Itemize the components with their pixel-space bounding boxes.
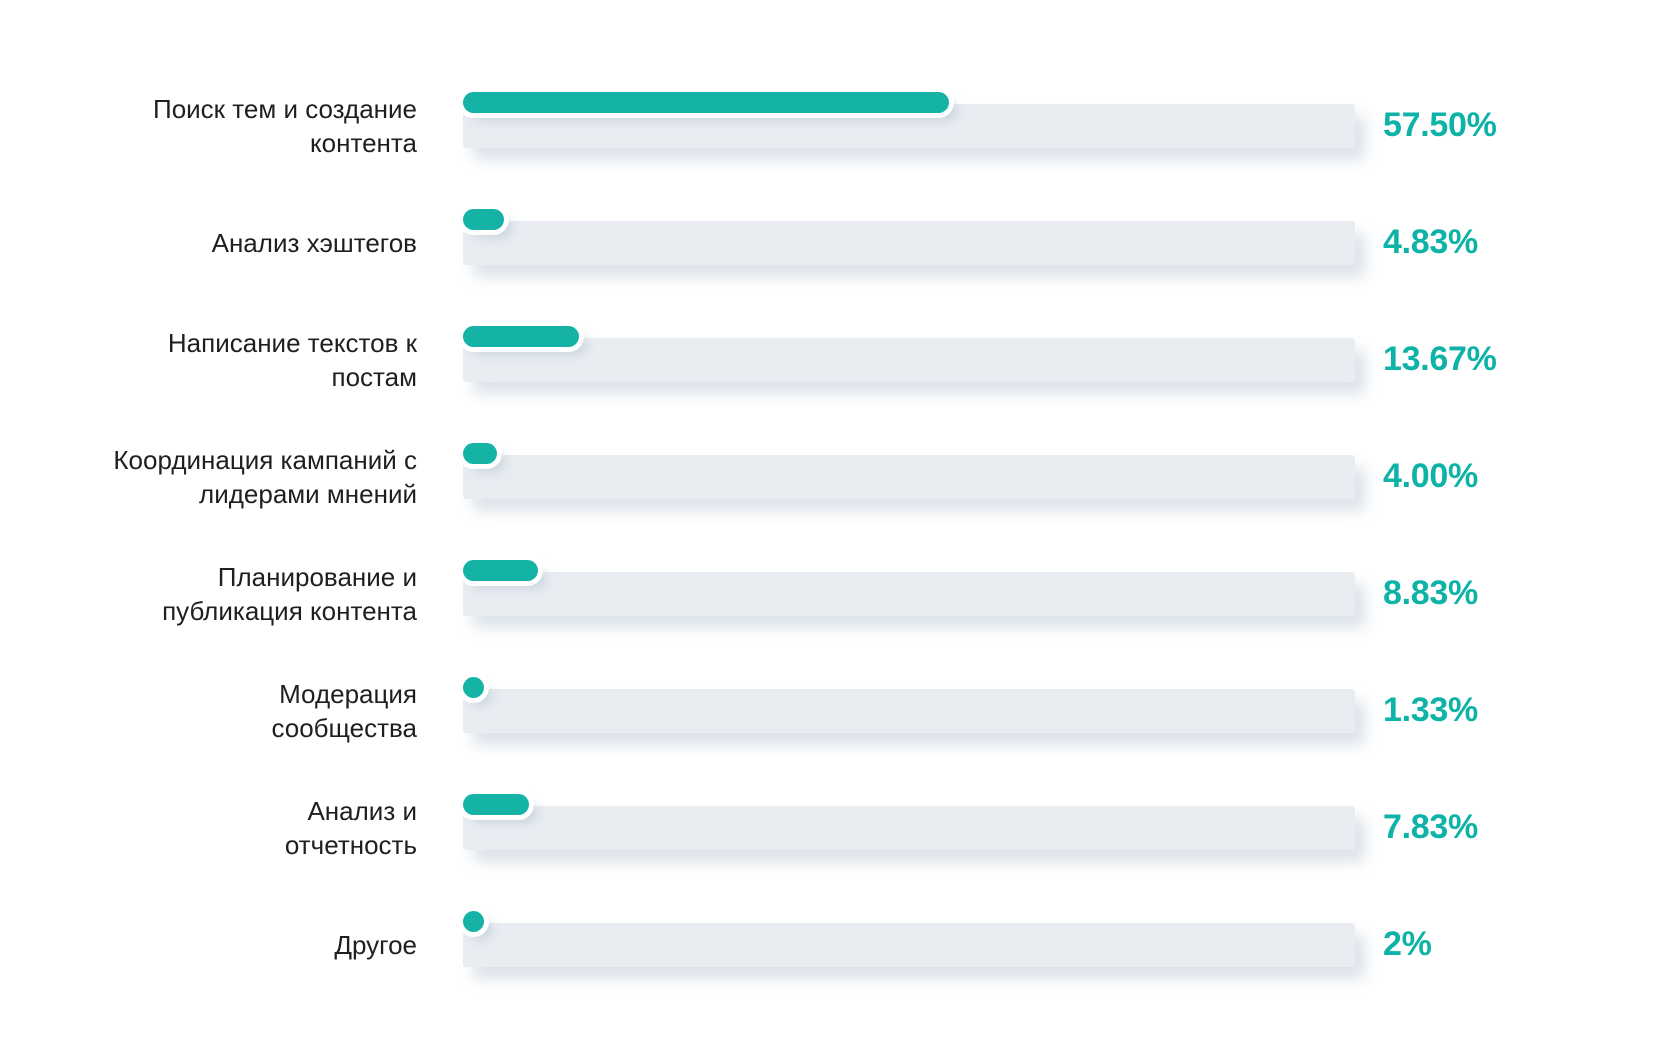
bar-fill (463, 676, 484, 698)
value-label: 4.00% (1383, 457, 1478, 495)
bar-track (463, 325, 1355, 382)
chart-row: Написание текстов к постам 13.67% (0, 301, 1680, 418)
category-label: Координация кампаний с лидерами мнений (113, 444, 417, 509)
horizontal-bar-chart: Поиск тем и создание контента 57.50% Ана… (0, 67, 1680, 1003)
bar-track (463, 910, 1355, 967)
chart-row: Планирование и публикация контента 8.83% (0, 535, 1680, 652)
chart-row: Анализ и отчетность 7.83% (0, 769, 1680, 886)
chart-row: Поиск тем и создание контента 57.50% (0, 67, 1680, 184)
value-label: 7.83% (1383, 808, 1478, 846)
bar-fill (463, 793, 529, 815)
value-label: 57.50% (1383, 106, 1497, 144)
category-label: Другое (334, 929, 417, 960)
chart-row: Координация кампаний с лидерами мнений 4… (0, 418, 1680, 535)
bar-fill (463, 559, 538, 581)
value-label: 2% (1383, 925, 1432, 963)
chart-row: Другое 2% (0, 886, 1680, 1003)
category-label: Поиск тем и создание контента (153, 93, 417, 158)
bar-fill (463, 208, 504, 230)
value-label: 8.83% (1383, 574, 1478, 612)
value-label: 4.83% (1383, 223, 1478, 261)
category-label: Анализ хэштегов (211, 227, 417, 258)
bar-track (463, 676, 1355, 733)
value-label: 1.33% (1383, 691, 1478, 729)
category-label: Написание текстов к постам (167, 327, 417, 392)
category-label: Анализ и отчетность (284, 795, 417, 860)
chart-row: Анализ хэштегов 4.83% (0, 184, 1680, 301)
bar-fill (463, 442, 497, 464)
bar-track (463, 91, 1355, 148)
chart-row: Модерация сообщества 1.33% (0, 652, 1680, 769)
category-label: Планирование и публикация контента (162, 561, 417, 626)
bar-fill (463, 325, 579, 347)
bar-fill (463, 910, 484, 932)
bar-track (463, 208, 1355, 265)
bar-fill (463, 91, 949, 113)
bar-track (463, 442, 1355, 499)
bar-track (463, 559, 1355, 616)
value-label: 13.67% (1383, 340, 1497, 378)
bar-track (463, 793, 1355, 850)
category-label: Модерация сообщества (271, 678, 417, 743)
